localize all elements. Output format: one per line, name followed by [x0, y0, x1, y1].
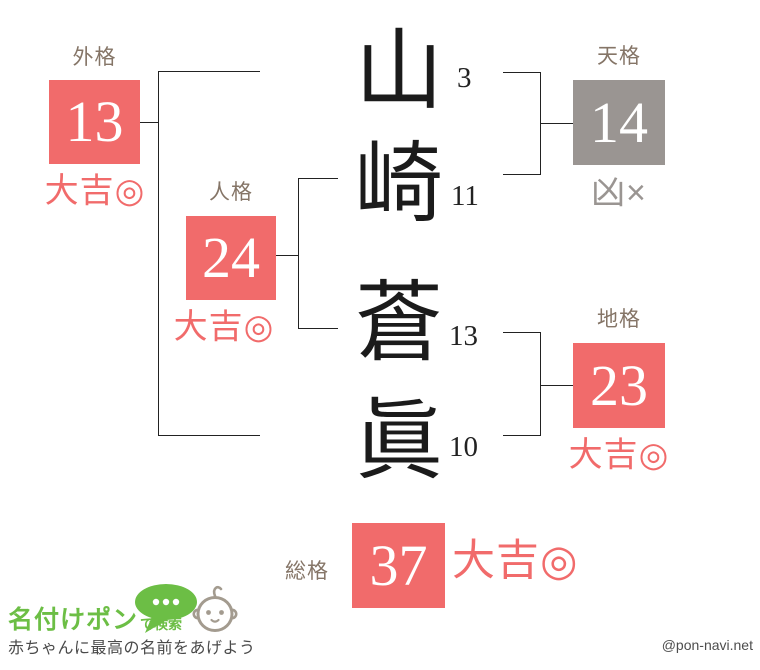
speech-bubble-icon — [133, 583, 199, 640]
tenkaku-connector — [540, 123, 573, 124]
baby-face-icon — [192, 579, 238, 642]
jinkaku-value: 24 — [202, 225, 260, 290]
chikaku-result: 大吉◎ — [568, 436, 670, 474]
gaikaku-bracket-vertical — [158, 71, 159, 436]
soukaku-label: 総格 — [285, 560, 329, 583]
jinkaku-score-box: 24 — [186, 216, 276, 300]
site-credit: @pon-navi.net — [661, 637, 753, 653]
jinkaku-bracket-vertical — [298, 178, 299, 329]
tenkaku-value: 14 — [590, 89, 648, 155]
name-char-4: 眞 — [354, 394, 443, 491]
jinkaku-label: 人格 — [209, 181, 253, 204]
chikaku-connector — [540, 385, 573, 386]
gaikaku-result: 大吉◎ — [44, 172, 146, 210]
tenkaku-label: 天格 — [597, 45, 641, 68]
chikaku-bracket-bottom — [503, 435, 540, 436]
gaikaku-label: 外格 — [72, 46, 117, 69]
gaikaku-score-box: 13 — [49, 80, 140, 164]
gaikaku-bracket-bottom — [158, 435, 260, 436]
gaikaku-bracket-top — [158, 71, 260, 72]
name-char-2: 崎 — [354, 137, 443, 234]
name-char-3: 蒼 — [354, 276, 443, 373]
tenkaku-score-box: 14 — [573, 80, 665, 165]
jinkaku-connector — [276, 255, 298, 256]
tenkaku-bracket-bottom — [503, 174, 540, 175]
logo-tagline: 赤ちゃんに最高の名前をあげよう — [8, 640, 256, 657]
stroke-count-1: 3 — [457, 62, 472, 94]
jinkaku-bracket-bottom — [298, 328, 338, 329]
jinkaku-bracket-top — [298, 178, 338, 179]
chikaku-value: 23 — [590, 352, 648, 418]
soukaku-value: 37 — [369, 532, 428, 598]
stroke-count-4: 10 — [449, 431, 478, 463]
soukaku-result: 大吉◎ — [452, 537, 579, 585]
jinkaku-result: 大吉◎ — [173, 308, 275, 346]
chikaku-bracket-vertical — [540, 332, 541, 436]
gaikaku-connector — [140, 122, 158, 123]
chikaku-bracket-top — [503, 332, 540, 333]
logo-text: 名付けポン — [8, 606, 139, 634]
stroke-count-3: 13 — [449, 320, 478, 352]
name-char-1: 山 — [354, 24, 443, 121]
chikaku-label: 地格 — [597, 308, 641, 331]
chikaku-score-box: 23 — [573, 343, 665, 428]
tenkaku-result: 凶× — [591, 174, 647, 212]
tenkaku-bracket-top — [503, 72, 540, 73]
soukaku-score-box: 37 — [352, 523, 445, 608]
gaikaku-value: 13 — [65, 89, 124, 154]
stroke-count-2: 11 — [451, 180, 479, 212]
